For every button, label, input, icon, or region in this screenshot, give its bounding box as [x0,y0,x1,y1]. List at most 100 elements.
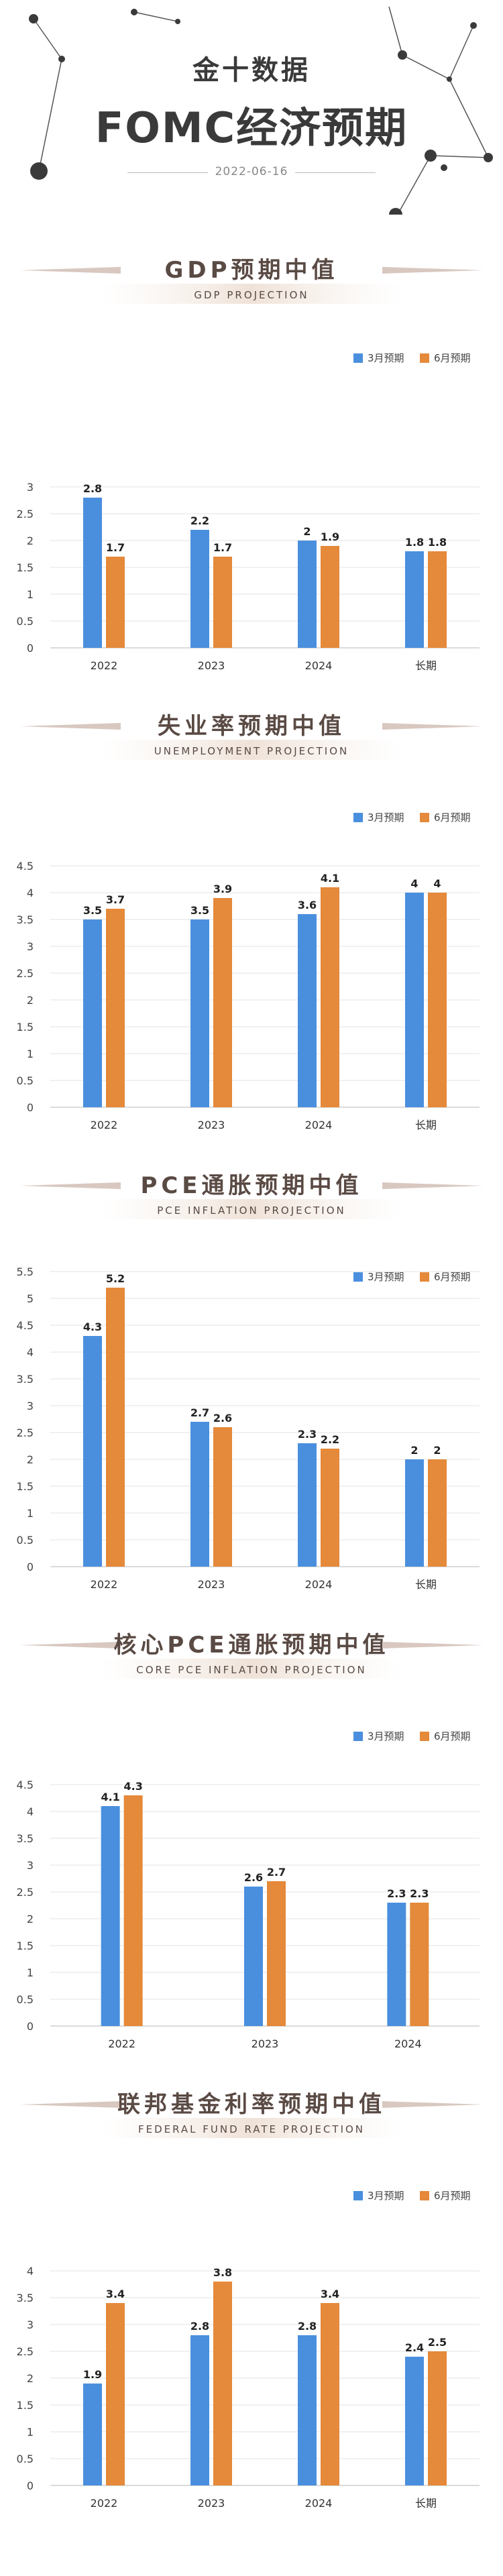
section-header: 联邦基金利率预期中值 FEDERAL FUND RATE PROJECTION [0,2079,503,2153]
date-right-line [295,172,376,173]
chart-svg: 0 0.5 1 1.5 2 2.5 3 3.5 4 4.5 5 5.5 3月预期 6月预期 4.3 5.2 20… [17,1266,480,1591]
data-label: 3.6 [298,899,317,911]
data-label: 1.9 [83,2368,102,2381]
bar-3m [190,1422,209,1567]
legend: 3月预期 6月预期 [353,1730,471,1742]
bar-3m [387,1903,406,2026]
y-tick-label: 0.5 [17,2453,34,2465]
bar-3m [405,551,424,648]
chart-title: GDP预期中值 [164,257,339,284]
y-tick-label: 3 [27,1859,34,1872]
y-tick-label: 3 [27,1400,34,1412]
y-tick-label: 0 [27,642,34,655]
chart-svg: 0 0.5 1 1.5 2 2.5 3 3.5 4 4.5 3月预期 6月预期 4.1 4.3 2022 2.… [17,1730,480,2050]
bar-6m [428,893,447,1107]
section-header: PCE通胀预期中值 PCE INFLATION PROJECTION [0,1160,503,1234]
y-tick-label: 3.5 [17,2292,34,2304]
bar-6m [321,546,339,648]
title-deco-right-icon [382,1642,483,1648]
y-tick-label: 4 [27,2265,34,2278]
data-label: 1.8 [428,536,447,549]
y-tick-label: 1 [27,1507,34,1520]
legend-label-6m: 6月预期 [434,2190,471,2202]
brand-name: 金十数据 [192,55,311,86]
x-tick-label: 2023 [198,659,225,672]
bar-6m [321,1449,339,1567]
x-tick-label: 2022 [91,2497,118,2510]
bar-chart: 0 0.5 1 1.5 2 2.5 3 3.5 4 3月预期 6月预期 1.9 3.4 2022 2.8 3.… [0,2153,503,2528]
bar-6m [321,2303,339,2485]
data-label: 2.6 [213,1412,232,1424]
legend-label-6m: 6月预期 [434,811,471,824]
data-label: 4.3 [83,1321,102,1333]
bar-6m [213,1427,232,1567]
bar-3m [83,498,102,648]
y-tick-label: 3.5 [17,1832,34,1845]
chart-subtitle: CORE PCE INFLATION PROJECTION [136,1664,367,1676]
legend-swatch-6m [420,1272,429,1282]
y-tick-label: 0.5 [17,1074,34,1087]
bar-6m [106,1288,125,1567]
legend: 3月预期 6月预期 [353,811,471,824]
legend-label-6m: 6月预期 [434,1730,471,1742]
data-label: 4.1 [101,1791,119,1803]
bar-3m [405,2357,424,2485]
y-tick-label: 3 [27,481,34,494]
constellation-decoration [29,6,493,215]
y-tick-label: 0 [27,2479,34,2492]
bar-chart: 0 0.5 1 1.5 2 2.5 3 3.5 4 4.5 3月预期 6月预期 3.5 3.7 2022 3.… [0,775,503,1150]
x-tick-label: 2022 [91,1578,118,1591]
data-label: 1.8 [405,536,424,549]
header: 金十数据 FOMC经济预期 2022-06-16 [0,0,503,215]
y-tick-label: 0 [27,1561,34,1573]
data-label: 2.7 [190,1406,209,1419]
bar-6m [267,1881,286,2026]
title-deco-right-icon [382,1182,483,1189]
report-date: 2022-06-16 [215,165,288,178]
y-tick-label: 2.5 [17,1886,34,1899]
bar-6m [428,1459,447,1567]
y-tick-label: 1 [27,1048,34,1060]
data-label: 4 [433,877,441,890]
bar-3m [83,1336,102,1567]
x-tick-label: 2023 [198,1578,225,1591]
title-deco-left-icon [20,2101,121,2108]
bar-6m [410,1903,429,2026]
data-label: 2 [303,525,311,538]
y-tick-label: 4.5 [17,1779,34,1791]
legend-swatch-6m [420,1732,429,1741]
y-tick-label: 4 [27,887,34,899]
x-tick-label: 长期 [415,1119,437,1131]
title-deco-right-icon [382,267,483,274]
legend-swatch-6m [420,353,429,363]
legend-label-3m: 3月预期 [368,352,404,364]
legend-swatch-3m [353,353,363,363]
chart-title: PCE通胀预期中值 [140,1172,363,1199]
x-tick-label: 2024 [305,2497,333,2510]
y-tick-label: 1 [27,1966,34,1979]
chart-title: 失业率预期中值 [158,713,345,740]
bar-3m [298,541,317,648]
legend-label-3m: 3月预期 [368,2190,404,2202]
chart-title: 联邦基金利率预期中值 [117,2091,386,2118]
data-label: 3.9 [213,883,232,895]
bar-6m [321,887,339,1107]
bar-3m [298,914,317,1107]
data-label: 2.8 [83,482,102,495]
legend-swatch-6m [420,2191,429,2200]
legend: 3月预期 6月预期 [353,1271,471,1283]
legend-label-3m: 3月预期 [368,1730,404,1742]
data-label: 1.9 [321,530,339,543]
data-label: 5.2 [106,1272,125,1285]
data-label: 2.3 [298,1428,317,1441]
legend-label-3m: 3月预期 [368,1271,404,1283]
section-header: 核心PCE通胀预期中值 CORE PCE INFLATION PROJECTION [0,1620,503,1693]
y-tick-label: 1.5 [17,1021,34,1033]
legend-swatch-6m [420,813,429,822]
x-tick-label: 2022 [91,1119,118,1131]
data-label: 2.2 [190,514,209,527]
data-label: 2 [410,1444,418,1457]
bar-3m [244,1887,263,2026]
y-tick-label: 2.5 [17,2345,34,2358]
title-deco-right-icon [382,2101,483,2108]
